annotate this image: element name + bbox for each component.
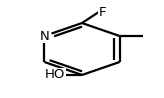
Text: N: N <box>40 29 49 43</box>
Text: HO: HO <box>45 69 65 81</box>
Text: F: F <box>99 6 106 19</box>
